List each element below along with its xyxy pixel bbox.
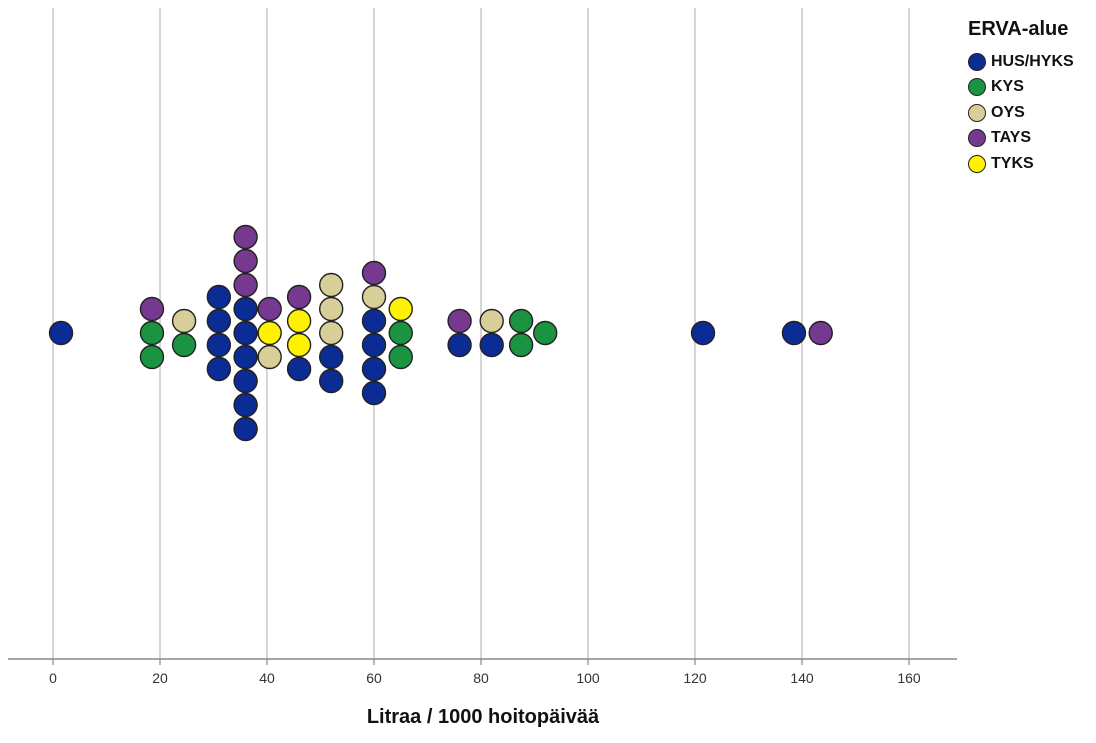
data-point [319,320,344,346]
legend-swatch [968,52,986,71]
data-point [388,344,413,370]
data-point [257,296,282,322]
data-point [286,308,312,334]
data-point [361,308,387,334]
data-point [233,344,258,370]
data-point [388,320,413,346]
x-tick-label: 20 [152,670,168,686]
data-point [139,344,165,370]
data-point [286,356,312,382]
data-point [508,308,534,334]
data-point [233,296,258,322]
data-point [479,308,504,334]
data-point [206,284,232,310]
data-point [286,284,312,310]
legend-item: TYKS [968,151,1074,177]
data-point [508,332,534,358]
legend-item: KYS [968,75,1074,101]
x-axis-label: Litraa / 1000 hoitopäivää [366,706,600,728]
data-point [286,332,312,358]
data-point [319,344,344,370]
data-point [233,224,258,250]
legend: ERVA-alue HUS/HYKS KYS OYS TAYS TYKS [968,18,1074,177]
data-point [233,320,258,346]
legend-title: ERVA-alue [968,18,1069,40]
data-point [233,392,258,418]
x-axis-ticks: 0 20 40 60 80 100 120 140 160 [49,659,921,686]
legend-item: HUS/HYKS [968,49,1074,75]
data-point [206,356,232,382]
x-tick-label: 140 [790,670,814,686]
data-point [479,332,504,358]
data-point [139,320,165,346]
legend-swatch [968,129,986,148]
data-point [206,308,232,334]
data-point [361,332,387,358]
data-point [171,308,197,334]
legend-swatch [968,78,986,97]
x-tick-label: 40 [259,670,275,686]
data-point [233,272,258,298]
legend-label: KYS [991,78,1024,96]
data-point [319,272,344,298]
legend-item: OYS [968,100,1074,126]
data-point [447,308,472,334]
legend-swatch [968,154,986,173]
data-point [171,332,197,358]
grid-lines [52,8,910,659]
x-tick-label: 160 [897,670,921,686]
legend-items: HUS/HYKS KYS OYS TAYS TYKS [968,49,1074,177]
data-point [257,320,282,346]
x-tick-label: 120 [683,670,707,686]
x-tick-label: 60 [366,670,382,686]
data-point [139,296,165,322]
data-point [361,284,387,310]
legend-item: TAYS [968,126,1074,152]
data-point [361,356,387,382]
data-point [319,368,344,394]
data-point [781,320,807,346]
legend-swatch [968,103,986,122]
data-point [808,320,833,346]
legend-label: HUS/HYKS [991,52,1074,70]
data-point [206,332,232,358]
data-point [361,260,387,286]
data-point [48,320,74,346]
legend-label: OYS [991,103,1025,121]
x-tick-label: 0 [49,670,57,686]
x-tick-label: 100 [576,670,600,686]
data-point [233,416,258,442]
data-point [447,332,472,358]
legend-label: TAYS [991,129,1032,147]
data-point [233,248,258,274]
x-tick-label: 80 [473,670,489,686]
data-point [361,380,387,406]
data-points [48,224,833,442]
data-point [533,320,558,346]
data-point [233,368,258,394]
data-point [319,296,344,322]
data-point [388,296,413,322]
data-point [257,344,282,370]
data-point [690,320,716,346]
legend-label: TYKS [991,154,1034,172]
